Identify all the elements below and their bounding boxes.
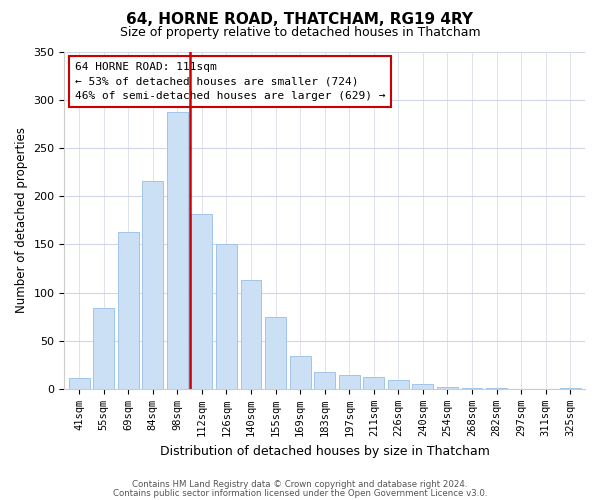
Bar xyxy=(142,180,163,389)
Bar xyxy=(191,214,212,389)
Y-axis label: Number of detached properties: Number of detached properties xyxy=(15,127,28,313)
Bar xyxy=(437,387,458,389)
Bar xyxy=(69,378,89,389)
Text: Size of property relative to detached houses in Thatcham: Size of property relative to detached ho… xyxy=(119,26,481,39)
Bar xyxy=(118,232,139,389)
Bar xyxy=(560,388,581,389)
Bar xyxy=(339,376,359,389)
Bar xyxy=(388,380,409,389)
X-axis label: Distribution of detached houses by size in Thatcham: Distribution of detached houses by size … xyxy=(160,444,490,458)
Bar xyxy=(167,112,188,389)
Bar xyxy=(461,388,482,389)
Bar xyxy=(314,372,335,389)
Text: Contains public sector information licensed under the Open Government Licence v3: Contains public sector information licen… xyxy=(113,488,487,498)
Bar xyxy=(486,388,507,389)
Text: 64 HORNE ROAD: 111sqm
← 53% of detached houses are smaller (724)
46% of semi-det: 64 HORNE ROAD: 111sqm ← 53% of detached … xyxy=(75,62,385,101)
Text: 64, HORNE ROAD, THATCHAM, RG19 4RY: 64, HORNE ROAD, THATCHAM, RG19 4RY xyxy=(127,12,473,28)
Bar xyxy=(265,316,286,389)
Bar xyxy=(290,356,311,389)
Bar xyxy=(412,384,433,389)
Bar xyxy=(241,280,262,389)
Bar xyxy=(364,378,384,389)
Bar xyxy=(216,244,237,389)
Bar xyxy=(93,308,114,389)
Text: Contains HM Land Registry data © Crown copyright and database right 2024.: Contains HM Land Registry data © Crown c… xyxy=(132,480,468,489)
